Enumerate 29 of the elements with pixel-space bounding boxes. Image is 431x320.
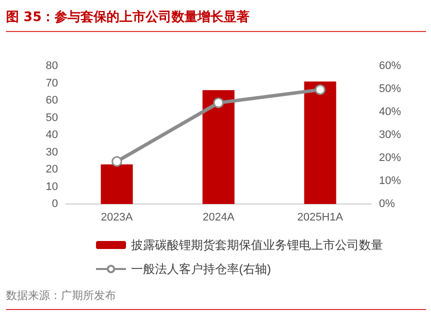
y2-tick-label: 60% [379, 60, 402, 72]
legend-label: 披露碳酸锂期货套期保值业务锂电上市公司数量 [131, 238, 383, 252]
point [314, 84, 326, 95]
source-note: 数据来源：广期所发布 [6, 288, 426, 310]
bar [100, 164, 133, 204]
x-tick-label: 2024A [202, 212, 236, 224]
y-tick-label: 10 [46, 180, 58, 193]
y-tick-label: 20 [46, 164, 58, 176]
bar [304, 82, 336, 204]
y2-tick-label: 10% [379, 175, 402, 187]
point [213, 98, 224, 108]
y2-tick-label: 0% [379, 198, 396, 210]
y-tick-label: 40 [46, 129, 58, 141]
y-tick-label: 60 [46, 94, 58, 106]
y2-tick-label: 40% [379, 106, 402, 118]
y2-tick-label: 50% [379, 83, 402, 95]
y-tick-label: 50 [46, 112, 58, 124]
y-tick-label: 70 [46, 77, 58, 90]
chart-title: 图 35：参与套保的上市公司数量增长显著 [6, 8, 426, 32]
bar [202, 90, 234, 204]
y2-tick-label: 20% [379, 152, 402, 164]
point [112, 156, 122, 167]
x-tick-label: 2025H1A [297, 212, 344, 224]
y-tick-label: 80 [46, 60, 58, 72]
x-tick-label: 2023A [100, 212, 134, 224]
y-tick-label: 0 [52, 198, 58, 210]
y2-tick-label: 30% [379, 129, 402, 141]
legend-label: 一般法人客户持仓率(右轴) [131, 262, 271, 276]
y-tick-label: 30 [46, 146, 58, 158]
